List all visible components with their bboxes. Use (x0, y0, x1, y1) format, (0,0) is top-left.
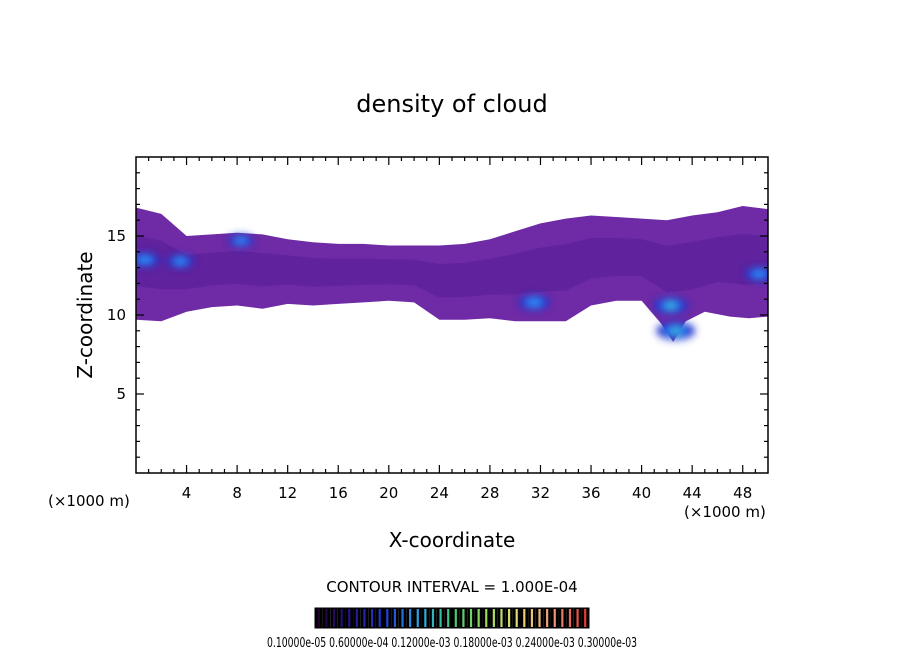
colorbar (314, 607, 590, 629)
peak-density-core (672, 328, 679, 334)
x-ticks: 4 8 12 16 20 24 28 32 36 40 44 48 (148, 157, 756, 502)
high-density-core (234, 237, 248, 245)
high-density-core (751, 269, 767, 278)
x-tick-label: 48 (733, 484, 752, 502)
high-density-regions (136, 234, 768, 340)
high-density-core (136, 255, 153, 264)
x-tick-label: 4 (182, 484, 192, 502)
y-tick-label: 10 (107, 306, 126, 324)
x-tick-label: 36 (581, 484, 600, 502)
x-unit-left: (×1000 m) (48, 492, 130, 510)
x-tick-label: 28 (480, 484, 499, 502)
high-density-core (173, 257, 188, 266)
x-tick-label: 8 (232, 484, 242, 502)
x-axis-label: X-coordinate (389, 528, 516, 552)
y-ticks: 5 10 15 (107, 172, 768, 458)
peak-density-core (667, 303, 674, 309)
x-tick-label: 44 (683, 484, 702, 502)
x-unit-right: (×1000 m) (684, 503, 766, 521)
chart-title: density of cloud (356, 90, 547, 118)
x-tick-label: 16 (329, 484, 348, 502)
y-tick-label: 5 (116, 385, 126, 403)
y-axis-label: Z-coordinate (73, 251, 97, 378)
x-tick-label: 20 (379, 484, 398, 502)
x-tick-label: 32 (531, 484, 550, 502)
contour-interval-label: CONTOUR INTERVAL = 1.000E-04 (326, 578, 577, 596)
x-tick-label: 40 (632, 484, 651, 502)
cloud-layer-inner (136, 234, 768, 298)
high-density-core (525, 298, 543, 307)
x-tick-label: 12 (278, 484, 297, 502)
colorbar-frame (314, 607, 590, 629)
y-tick-label: 15 (107, 227, 126, 245)
x-tick-label: 24 (430, 484, 449, 502)
colorbar-labels: 0.10000e-05 0.60000e-04 0.12000e-03 0.18… (267, 636, 637, 651)
